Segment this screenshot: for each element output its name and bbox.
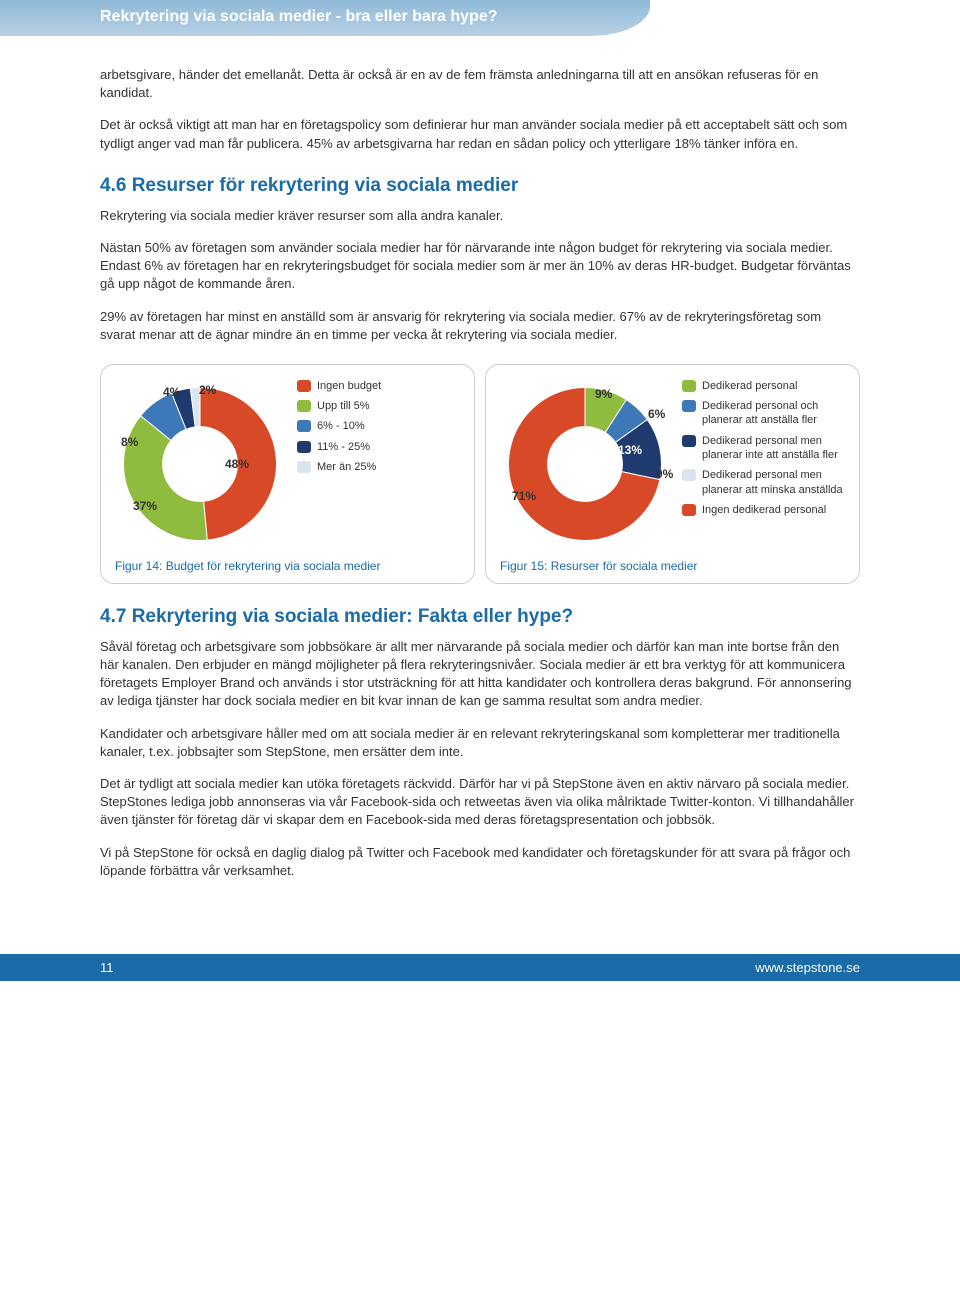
legend-label: Dedikerad personal men planerar inte att…	[702, 434, 845, 463]
donut-chart-15: 9% 6% 13% 0% 71%	[500, 379, 670, 549]
legend-item: Ingen budget	[297, 379, 381, 393]
legend-label: Dedikerad personal och planerar att anst…	[702, 399, 845, 428]
chart-box-14: 48% 37% 8% 4% 2% Ingen budget Upp till 5% 6% -…	[100, 364, 475, 584]
legend-item: Dedikerad personal	[682, 379, 845, 393]
legend-14: Ingen budget Upp till 5% 6% - 10% 11% - 25%…	[297, 379, 381, 549]
paragraph: Det är också viktigt att man har en före…	[100, 116, 860, 152]
page-content: arbetsgivare, händer det emellanåt. Dett…	[0, 66, 960, 914]
legend-item: Dedikerad personal och planerar att anst…	[682, 399, 845, 428]
paragraph: Nästan 50% av företagen som använder soc…	[100, 239, 860, 294]
donut-value-label: 48%	[225, 457, 249, 471]
donut-value-label: 71%	[512, 489, 536, 503]
legend-item: Upp till 5%	[297, 399, 381, 413]
section-heading-4-7: 4.7 Rekrytering via sociala medier: Fakt…	[100, 606, 860, 628]
legend-item: Dedikerad personal men planerar inte att…	[682, 434, 845, 463]
paragraph: Vi på StepStone för också en daglig dial…	[100, 844, 860, 880]
legend-swatch	[297, 400, 311, 412]
paragraph: Det är tydligt att sociala medier kan ut…	[100, 775, 860, 830]
legend-swatch	[682, 380, 696, 392]
donut-value-label: 2%	[199, 383, 216, 397]
page-footer: 11 www.stepstone.se	[0, 954, 960, 981]
legend-label: Dedikerad personal	[702, 379, 797, 393]
paragraph: 29% av företagen har minst en anställd s…	[100, 308, 860, 344]
legend-label: 6% - 10%	[317, 419, 365, 433]
legend-swatch	[682, 435, 696, 447]
legend-15: Dedikerad personal Dedikerad personal och…	[682, 379, 845, 549]
legend-swatch	[297, 380, 311, 392]
legend-label: Upp till 5%	[317, 399, 370, 413]
legend-item: Ingen dedikerad personal	[682, 503, 845, 517]
chart-caption-14: Figur 14: Budget för rekrytering via soc…	[115, 559, 460, 573]
donut-svg-15	[500, 379, 670, 549]
section-heading-4-6: 4.6 Resurser för rekrytering via sociala…	[100, 175, 860, 197]
header-title: Rekrytering via sociala medier - bra ell…	[100, 8, 498, 25]
donut-chart-14: 48% 37% 8% 4% 2%	[115, 379, 285, 549]
donut-value-label: 4%	[163, 385, 180, 399]
legend-swatch	[682, 469, 696, 481]
legend-item: 6% - 10%	[297, 419, 381, 433]
legend-label: Ingen budget	[317, 379, 381, 393]
legend-swatch	[682, 504, 696, 516]
donut-value-label: 0%	[656, 467, 673, 481]
legend-item: Dedikerad personal men planerar att mins…	[682, 468, 845, 497]
legend-swatch	[297, 441, 311, 453]
page-header: Rekrytering via sociala medier - bra ell…	[0, 0, 650, 36]
legend-item: Mer än 25%	[297, 460, 381, 474]
page-number: 11	[100, 960, 114, 975]
legend-swatch	[297, 420, 311, 432]
paragraph: Såväl företag och arbetsgivare som jobbs…	[100, 638, 860, 711]
paragraph: Rekrytering via sociala medier kräver re…	[100, 207, 860, 225]
legend-label: Mer än 25%	[317, 460, 376, 474]
legend-item: 11% - 25%	[297, 440, 381, 454]
chart-box-15: 9%6%13%0%71% Dedikerad personalDedikerad…	[485, 364, 860, 584]
legend-label: 11% - 25%	[317, 440, 370, 454]
paragraph: Kandidater och arbetsgivare håller med o…	[100, 725, 860, 761]
legend-label: Dedikerad personal men planerar att mins…	[702, 468, 845, 497]
chart-caption-15: Figur 15: Resurser för sociala medier	[500, 559, 845, 573]
legend-swatch	[297, 461, 311, 473]
paragraph: arbetsgivare, händer det emellanåt. Dett…	[100, 66, 860, 102]
donut-svg-14	[115, 379, 285, 549]
legend-label: Ingen dedikerad personal	[702, 503, 826, 517]
charts-row: 48% 37% 8% 4% 2% Ingen budget Upp till 5% 6% -…	[100, 364, 860, 584]
legend-swatch	[682, 400, 696, 412]
donut-value-label: 8%	[121, 435, 138, 449]
donut-value-label: 13%	[618, 443, 642, 457]
donut-value-label: 6%	[648, 407, 665, 421]
footer-url: www.stepstone.se	[755, 960, 860, 975]
donut-value-label: 9%	[595, 387, 612, 401]
donut-value-label: 37%	[133, 499, 157, 513]
